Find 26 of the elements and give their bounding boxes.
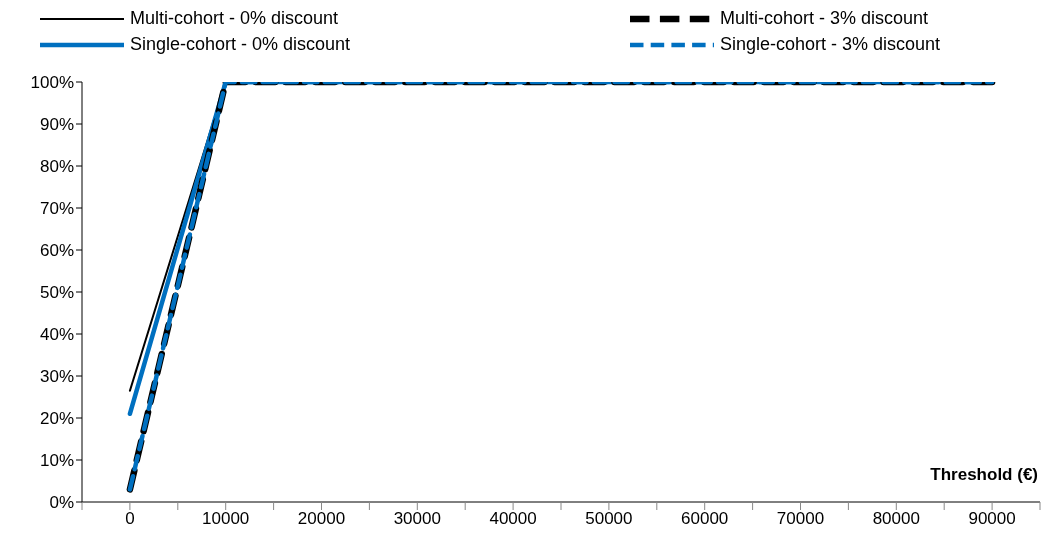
y-tick-label: 70%: [39, 199, 74, 219]
x-tick-label: 90000: [968, 509, 1016, 528]
legend-label: Single-cohort - 0% discount: [130, 34, 351, 55]
x-tick-label: 20000: [297, 509, 346, 528]
y-tick-label: 50%: [39, 283, 74, 303]
y-tick-label: 30%: [39, 367, 74, 387]
legend-label: Single-cohort - 3% discount: [720, 34, 941, 55]
x-tick-label: 80000: [872, 509, 920, 528]
y-tick-label: 100%: [30, 73, 74, 93]
x-tick-label: 50000: [585, 509, 633, 528]
legend-label: Multi-cohort - 3% discount: [720, 8, 929, 29]
y-tick-label: 10%: [39, 451, 74, 471]
y-tick-label: 80%: [39, 157, 74, 177]
y-tick-label: 20%: [39, 409, 74, 429]
x-tick-label: 0: [125, 509, 135, 528]
x-tick-label: 60000: [681, 509, 729, 528]
y-tick-label: 90%: [39, 115, 74, 135]
y-tick-label: 0%: [49, 493, 74, 513]
x-tick-label: 10000: [202, 509, 250, 528]
x-tick-label: 30000: [393, 509, 441, 528]
x-tick-label: 70000: [776, 509, 825, 528]
x-axis-title: Threshold (€): [930, 465, 1038, 484]
y-tick-label: 40%: [39, 325, 74, 345]
x-tick-label: 40000: [489, 509, 537, 528]
y-tick-label: 60%: [39, 241, 74, 261]
legend-label: Multi-cohort - 0% discount: [130, 8, 339, 29]
